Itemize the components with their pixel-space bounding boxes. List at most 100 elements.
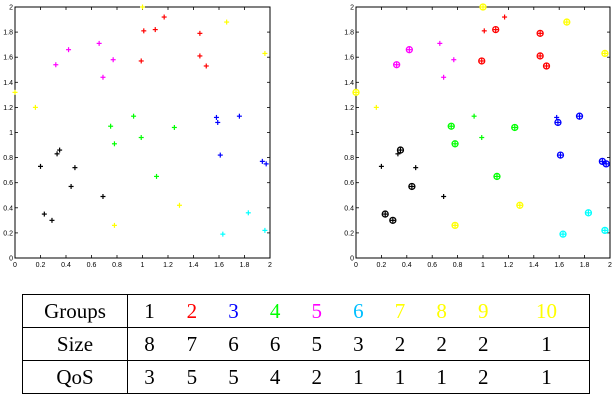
group-3-center-circle: [575, 112, 584, 120]
size-cell: 2: [379, 327, 421, 361]
group-8-point: [111, 222, 117, 228]
group-8-point: [176, 202, 182, 208]
group-label: 1: [127, 294, 172, 328]
group-5-point: [406, 47, 412, 53]
group-1-center-circle: [381, 210, 389, 218]
group-2-center-circle: [536, 29, 544, 38]
x-tick-label: 0.6: [427, 262, 437, 269]
x-tick-label: 1.2: [163, 262, 173, 269]
y-tick-label: 1: [350, 130, 354, 137]
group-7-point: [12, 89, 18, 95]
group-5-point: [53, 62, 59, 68]
y-tick-label: 1.6: [3, 55, 13, 62]
group-7-point: [353, 89, 359, 95]
group-5-point: [66, 47, 72, 53]
group-label: 6: [337, 294, 380, 328]
group-label: 5: [295, 294, 338, 328]
group-4-center-circle: [493, 172, 501, 181]
y-tick-label: 0.2: [344, 230, 354, 237]
group-4-center-circle: [447, 122, 455, 130]
group-3-center-circle: [602, 160, 610, 168]
y-tick-label: 1.2: [344, 105, 354, 112]
x-tick-label: 1.8: [580, 262, 590, 269]
y-tick-label: 0.4: [3, 205, 13, 212]
group-1-point: [38, 163, 43, 169]
x-tick-label: 1.8: [240, 262, 250, 269]
group-7-center-circle: [352, 88, 360, 96]
qos-cell: 1: [420, 360, 463, 394]
group-1-point: [390, 217, 396, 223]
y-tick-label: 0.6: [3, 180, 13, 187]
x-tick-label: 0.2: [36, 262, 46, 269]
group-8-center-circle: [516, 201, 524, 209]
group-2-point: [537, 53, 543, 59]
y-tick-label: 1: [9, 130, 13, 137]
group-9-center-circle: [479, 3, 487, 11]
group-4-point: [452, 141, 458, 147]
x-tick-label: 0.2: [377, 262, 387, 269]
group-4-point: [154, 173, 160, 179]
qos-cell: 4: [254, 360, 296, 394]
y-tick-label: 0.6: [344, 180, 354, 187]
group-6-point: [220, 231, 226, 237]
group-5-point: [437, 40, 443, 46]
group-1-point: [382, 211, 388, 217]
qos-cell: 5: [212, 360, 255, 394]
group-1-point: [41, 211, 47, 217]
x-tick-label: 2: [608, 262, 612, 269]
x-tick-label: 2: [268, 262, 272, 269]
group-2-point: [197, 53, 203, 59]
qos-cell: 1: [379, 360, 421, 394]
group-3-point: [259, 158, 265, 164]
group-10-point: [602, 50, 608, 56]
x-tick-label: 0.4: [402, 262, 412, 269]
group-6-point: [245, 210, 251, 216]
group-1-point: [49, 217, 55, 223]
group-4-point: [494, 173, 500, 179]
x-tick-label: 1: [141, 262, 145, 269]
qos-cell: 2: [295, 360, 338, 394]
group-label: 9: [462, 294, 505, 328]
y-tick-label: 1.8: [344, 30, 354, 37]
x-tick-label: 1.4: [529, 262, 539, 269]
size-cell: 5: [295, 327, 338, 361]
x-tick-label: 0.4: [61, 262, 71, 269]
group-2-point: [161, 14, 167, 20]
group-9-point: [224, 19, 230, 25]
x-tick-label: 0.8: [112, 262, 122, 269]
y-tick-label: 2: [9, 5, 13, 12]
y-tick-label: 1.8: [3, 30, 13, 37]
group-9-point: [140, 4, 145, 10]
group-1-point: [72, 165, 78, 171]
group-3-point: [217, 152, 223, 158]
y-tick-label: 1.2: [3, 105, 13, 112]
group-label: 3: [212, 294, 255, 328]
group-6-point: [560, 231, 566, 237]
group-3-point: [263, 161, 269, 167]
group-6-point: [262, 227, 268, 233]
group-3-point: [577, 113, 583, 119]
group-8-point: [452, 222, 458, 228]
group-1-point: [413, 165, 419, 171]
group-1-point: [378, 163, 384, 169]
x-tick-label: 0: [354, 262, 358, 269]
group-3-point: [555, 119, 561, 125]
group-5-point: [96, 40, 102, 46]
size-cell: 2: [462, 327, 505, 361]
group-5-point: [100, 74, 106, 80]
group-2-center-circle: [478, 57, 486, 65]
y-tick-label: 0: [350, 256, 354, 263]
y-tick-label: 0: [9, 256, 13, 263]
group-2-point: [481, 28, 487, 34]
groups-row: Groups 1 2 3 4 5 6 7 8 9 10: [22, 294, 590, 328]
qos-cell: 1: [337, 360, 380, 394]
group-1-center-circle: [389, 216, 397, 225]
group-4-point: [111, 141, 117, 147]
group-2-point: [152, 27, 158, 33]
groups-table: Groups 1 2 3 4 5 6 7 8 9 10 Size 8 7 6 6…: [22, 294, 590, 394]
group-2-point: [203, 63, 209, 69]
group-1-point: [397, 147, 403, 153]
group-5-point: [110, 57, 116, 63]
group-4-point: [479, 135, 485, 141]
y-tick-label: 0.4: [344, 205, 354, 212]
